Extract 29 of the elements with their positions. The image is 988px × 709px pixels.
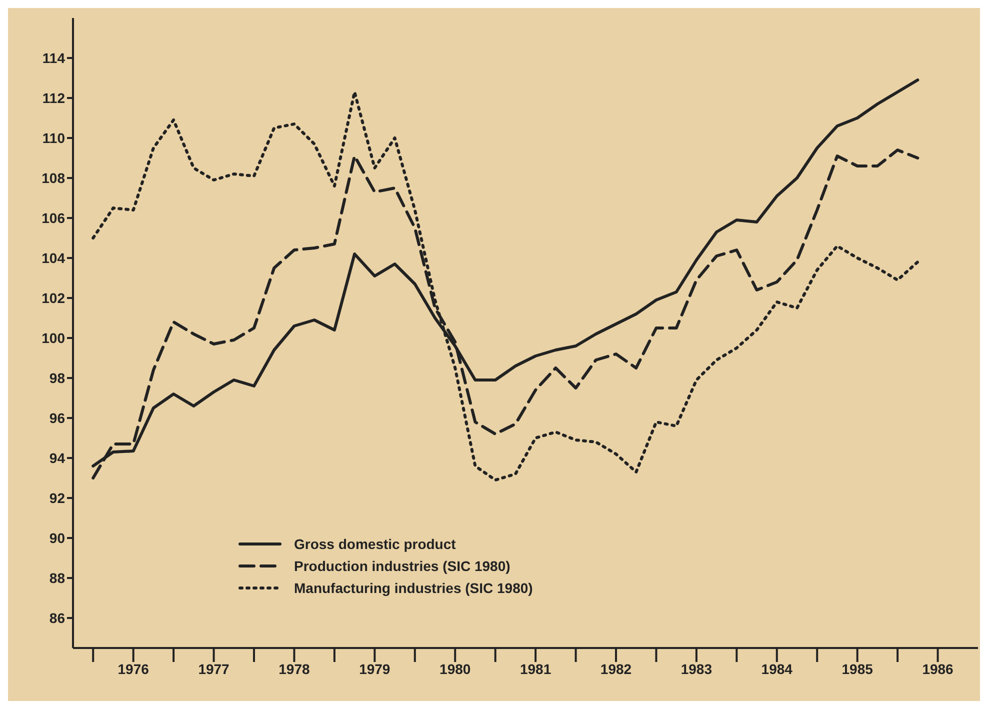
y-tick-label: 110 (42, 130, 66, 146)
x-tick-label: 1978 (278, 660, 310, 677)
legend-label: Gross domestic product (294, 536, 456, 552)
y-tick-label: 102 (42, 290, 66, 306)
x-tick-label: 1979 (359, 660, 390, 677)
x-tick-label: 1977 (198, 660, 230, 677)
y-tick-label: 112 (42, 90, 66, 106)
x-tick-label: 1984 (761, 660, 793, 677)
y-tick-label: 104 (42, 250, 66, 266)
x-tick-label: 1985 (842, 660, 874, 677)
x-tick-label: 1983 (680, 660, 712, 677)
y-tick-label: 98 (49, 370, 66, 386)
y-tick-label: 94 (49, 450, 66, 466)
x-tick-label: 1982 (600, 660, 632, 677)
y-tick-label: 88 (49, 570, 66, 586)
y-tick-label: 108 (42, 170, 66, 186)
legend-label: Production industries (SIC 1980) (294, 558, 510, 574)
y-tick-label: 114 (42, 50, 66, 66)
y-tick-label: 90 (49, 530, 66, 546)
y-tick-label: 100 (42, 330, 66, 346)
y-tick-label: 106 (42, 210, 66, 226)
y-tick-label: 92 (49, 490, 66, 506)
y-tick-label: 86 (49, 610, 66, 626)
y-tick-label: 96 (49, 410, 66, 426)
legend-label: Manufacturing industries (SIC 1980) (294, 580, 533, 596)
x-tick-label: 1981 (520, 660, 552, 677)
x-tick-label: 1980 (440, 660, 471, 677)
x-tick-label: 1986 (922, 660, 954, 677)
x-tick-label: 1976 (118, 660, 150, 677)
